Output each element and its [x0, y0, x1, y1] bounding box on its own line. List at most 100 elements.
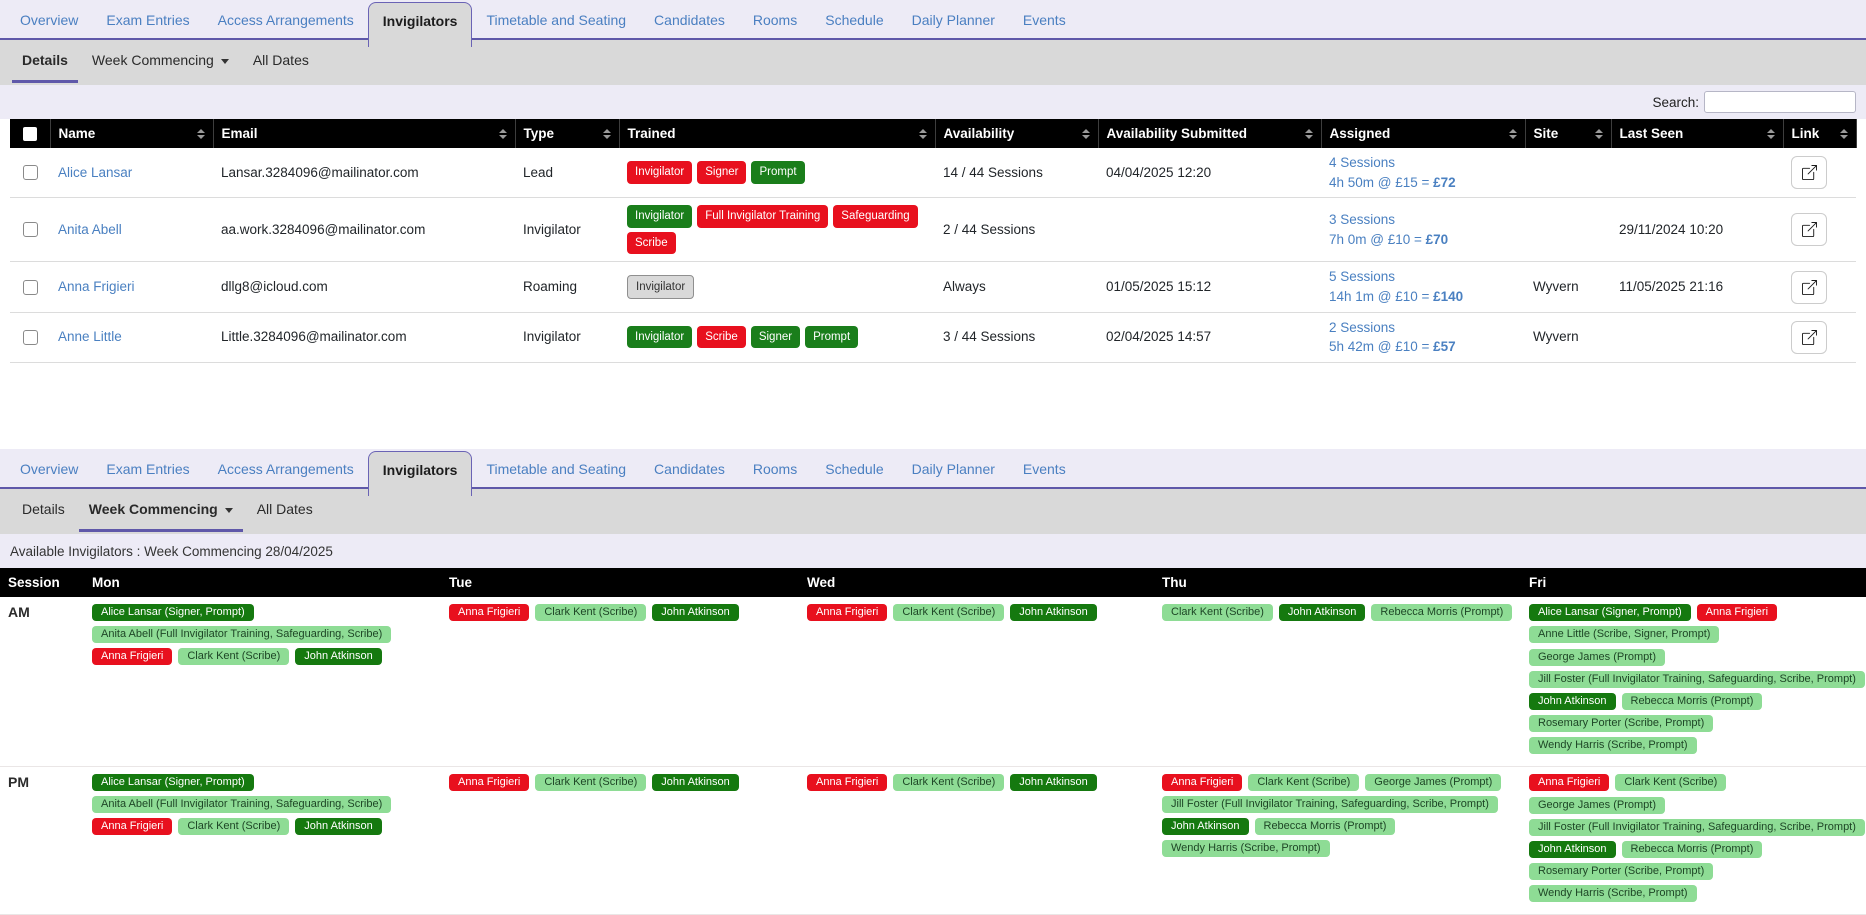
invigilator-availability-badge[interactable]: Clark Kent (Scribe) — [1248, 773, 1360, 791]
invigilator-availability-badge[interactable]: Clark Kent (Scribe) — [535, 603, 647, 621]
invigilator-availability-badge[interactable]: Wendy Harris (Scribe, Prompt) — [1162, 839, 1330, 857]
invigilator-availability-badge[interactable]: Alice Lansar (Signer, Prompt) — [92, 603, 254, 621]
invigilator-availability-badge[interactable]: John Atkinson — [295, 647, 382, 665]
row-checkbox[interactable] — [22, 222, 38, 238]
tab-timetable-and-seating[interactable]: Timetable and Seating — [486, 460, 627, 477]
open-link-button[interactable] — [1791, 213, 1827, 247]
invigilator-availability-badge[interactable]: Wendy Harris (Scribe, Prompt) — [1529, 736, 1697, 754]
invigilator-availability-badge[interactable]: Anna Frigieri — [92, 647, 173, 665]
tab-overview[interactable]: Overview — [20, 12, 79, 28]
invigilator-availability-badge[interactable]: Rosemary Porter (Scribe, Prompt) — [1529, 862, 1714, 880]
invigilator-availability-badge[interactable]: Jill Foster (Full Invigilator Training, … — [1529, 670, 1865, 688]
invigilator-availability-badge[interactable]: Clark Kent (Scribe) — [1162, 603, 1273, 621]
invigilator-availability-badge[interactable]: George James (Prompt) — [1529, 648, 1665, 666]
invigilator-availability-badge[interactable]: Anna Frigieri — [92, 817, 173, 835]
tab-rooms[interactable]: Rooms — [752, 12, 798, 28]
invigilator-availability-badge[interactable]: Jill Foster (Full Invigilator Training, … — [1162, 795, 1498, 813]
invigilator-availability-badge[interactable]: Clark Kent (Scribe) — [178, 817, 290, 835]
search-input[interactable] — [1704, 91, 1856, 113]
row-checkbox[interactable] — [22, 165, 38, 181]
invigilator-availability-badge[interactable]: John Atkinson — [1529, 840, 1616, 858]
tab-rooms[interactable]: Rooms — [752, 460, 798, 477]
subtab-all-dates[interactable]: All Dates — [256, 500, 313, 517]
subtab-all-dates[interactable]: All Dates — [252, 52, 309, 68]
tab-access-arrangements[interactable]: Access Arrangements — [217, 460, 354, 477]
row-checkbox[interactable] — [22, 279, 38, 295]
invigilator-availability-badge[interactable]: George James (Prompt) — [1529, 796, 1665, 814]
invigilator-availability-badge[interactable]: Rebecca Morris (Prompt) — [1621, 840, 1763, 858]
column-header-trained[interactable]: Trained — [619, 119, 936, 148]
assigned-sessions-link[interactable]: 5 Sessions — [1329, 269, 1396, 285]
invigilator-availability-badge[interactable]: Clark Kent (Scribe) — [1615, 773, 1727, 791]
tab-schedule[interactable]: Schedule — [825, 460, 884, 477]
column-header-site[interactable]: Site — [1525, 119, 1612, 148]
invigilator-availability-badge[interactable]: Anna Frigieri — [807, 773, 888, 791]
invigilator-availability-badge[interactable]: Anne Little (Scribe, Signer, Prompt) — [1529, 625, 1720, 643]
tab-exam-entries[interactable]: Exam Entries — [106, 12, 190, 28]
subtab-week-commencing[interactable]: Week Commencing — [78, 497, 243, 532]
subtab-details[interactable]: Details — [12, 48, 78, 83]
column-header-link[interactable]: Link — [1783, 119, 1857, 148]
invigilator-name-link[interactable]: Anita Abell — [58, 222, 122, 238]
tab-daily-planner[interactable]: Daily Planner — [911, 460, 995, 477]
tab-candidates[interactable]: Candidates — [654, 12, 725, 28]
column-header-last-seen[interactable]: Last Seen — [1611, 119, 1784, 148]
invigilator-availability-badge[interactable]: John Atkinson — [1162, 817, 1249, 835]
invigilator-availability-badge[interactable]: John Atkinson — [1529, 692, 1616, 710]
invigilator-availability-badge[interactable]: Jill Foster (Full Invigilator Training, … — [1529, 818, 1865, 836]
open-link-button[interactable] — [1791, 320, 1827, 354]
invigilator-availability-badge[interactable]: Anna Frigieri — [1162, 773, 1243, 791]
open-link-button[interactable] — [1791, 270, 1827, 304]
tab-timetable-and-seating[interactable]: Timetable and Seating — [486, 12, 627, 28]
tab-daily-planner[interactable]: Daily Planner — [911, 12, 995, 28]
invigilator-availability-badge[interactable]: Anita Abell (Full Invigilator Training, … — [92, 625, 392, 643]
invigilator-availability-badge[interactable]: George James (Prompt) — [1365, 773, 1502, 791]
tab-overview[interactable]: Overview — [20, 460, 79, 477]
tab-invigilators[interactable]: Invigilators — [367, 450, 473, 496]
assigned-sessions-link[interactable]: 4 Sessions — [1329, 155, 1396, 170]
select-all-checkbox[interactable] — [22, 126, 37, 141]
invigilator-availability-badge[interactable]: Alice Lansar (Signer, Prompt) — [92, 773, 254, 791]
column-header-type[interactable]: Type — [515, 119, 620, 148]
subtab-details[interactable]: Details — [22, 500, 65, 517]
invigilator-availability-badge[interactable]: John Atkinson — [652, 773, 739, 791]
tab-events[interactable]: Events — [1022, 460, 1066, 477]
invigilator-availability-badge[interactable]: Anna Frigieri — [807, 603, 888, 621]
invigilator-availability-badge[interactable]: Anna Frigieri — [449, 773, 530, 791]
invigilator-availability-badge[interactable]: John Atkinson — [1278, 603, 1366, 621]
invigilator-availability-badge[interactable]: Rebecca Morris (Prompt) — [1371, 603, 1513, 621]
invigilator-name-link[interactable]: Alice Lansar — [58, 164, 133, 180]
column-header-email[interactable]: Email — [213, 119, 516, 148]
assigned-sessions-link[interactable]: 2 Sessions — [1329, 319, 1396, 335]
invigilator-availability-badge[interactable]: Anita Abell (Full Invigilator Training, … — [92, 795, 392, 813]
invigilator-availability-badge[interactable]: Rebecca Morris (Prompt) — [1254, 817, 1396, 835]
tab-events[interactable]: Events — [1022, 12, 1066, 28]
tab-access-arrangements[interactable]: Access Arrangements — [217, 12, 354, 28]
column-header-availability-submitted[interactable]: Availability Submitted — [1098, 119, 1322, 148]
invigilator-availability-badge[interactable]: Alice Lansar (Signer, Prompt) — [1529, 603, 1691, 621]
column-header-availability[interactable]: Availability — [935, 119, 1099, 148]
tab-candidates[interactable]: Candidates — [654, 460, 725, 477]
assigned-sessions-link[interactable]: 3 Sessions — [1329, 212, 1396, 228]
invigilator-availability-badge[interactable]: Rosemary Porter (Scribe, Prompt) — [1529, 714, 1714, 732]
open-link-button[interactable] — [1791, 156, 1827, 190]
invigilator-availability-badge[interactable]: Anna Frigieri — [1529, 773, 1610, 791]
tab-schedule[interactable]: Schedule — [825, 12, 884, 28]
invigilator-availability-badge[interactable]: Clark Kent (Scribe) — [535, 773, 647, 791]
invigilator-availability-badge[interactable]: Wendy Harris (Scribe, Prompt) — [1529, 884, 1697, 902]
invigilator-name-link[interactable]: Anne Little — [58, 329, 122, 345]
invigilator-availability-badge[interactable]: Clark Kent (Scribe) — [178, 647, 290, 665]
column-header-assigned[interactable]: Assigned — [1321, 119, 1526, 148]
invigilator-availability-badge[interactable]: Rebecca Morris (Prompt) — [1621, 692, 1763, 710]
row-checkbox[interactable] — [22, 329, 38, 345]
invigilator-availability-badge[interactable]: John Atkinson — [1010, 773, 1097, 791]
invigilator-availability-badge[interactable]: Clark Kent (Scribe) — [893, 603, 1005, 621]
invigilator-availability-badge[interactable]: Clark Kent (Scribe) — [893, 773, 1005, 791]
invigilator-availability-badge[interactable]: Anna Frigieri — [1696, 603, 1778, 621]
invigilator-name-link[interactable]: Anna Frigieri — [58, 279, 135, 295]
invigilator-availability-badge[interactable]: John Atkinson — [652, 603, 739, 621]
tab-exam-entries[interactable]: Exam Entries — [106, 460, 190, 477]
invigilator-availability-badge[interactable]: John Atkinson — [1010, 603, 1097, 621]
invigilator-availability-badge[interactable]: Anna Frigieri — [449, 603, 530, 621]
tab-invigilators[interactable]: Invigilators — [367, 2, 473, 47]
